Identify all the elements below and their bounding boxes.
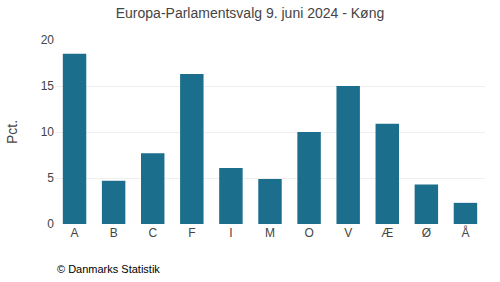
svg-text:O: O	[304, 226, 313, 240]
svg-text:Pct.: Pct.	[4, 120, 20, 144]
svg-text:F: F	[188, 226, 195, 240]
svg-text:A: A	[71, 226, 79, 240]
svg-text:V: V	[344, 226, 352, 240]
svg-text:Å: Å	[461, 225, 469, 240]
svg-text:C: C	[148, 226, 157, 240]
svg-text:0: 0	[47, 217, 54, 231]
svg-text:20: 20	[41, 33, 55, 47]
svg-text:5: 5	[47, 171, 54, 185]
svg-text:M: M	[265, 226, 275, 240]
svg-text:Ø: Ø	[422, 226, 431, 240]
svg-text:Æ: Æ	[381, 226, 393, 240]
svg-text:15: 15	[41, 79, 55, 93]
svg-text:10: 10	[41, 125, 55, 139]
svg-text:Europa-Parlamentsvalg 9. juni: Europa-Parlamentsvalg 9. juni 2024 - Køn…	[116, 5, 384, 21]
svg-text:I: I	[229, 226, 232, 240]
svg-text:© Danmarks Statistik: © Danmarks Statistik	[57, 263, 160, 275]
svg-text:B: B	[110, 226, 118, 240]
